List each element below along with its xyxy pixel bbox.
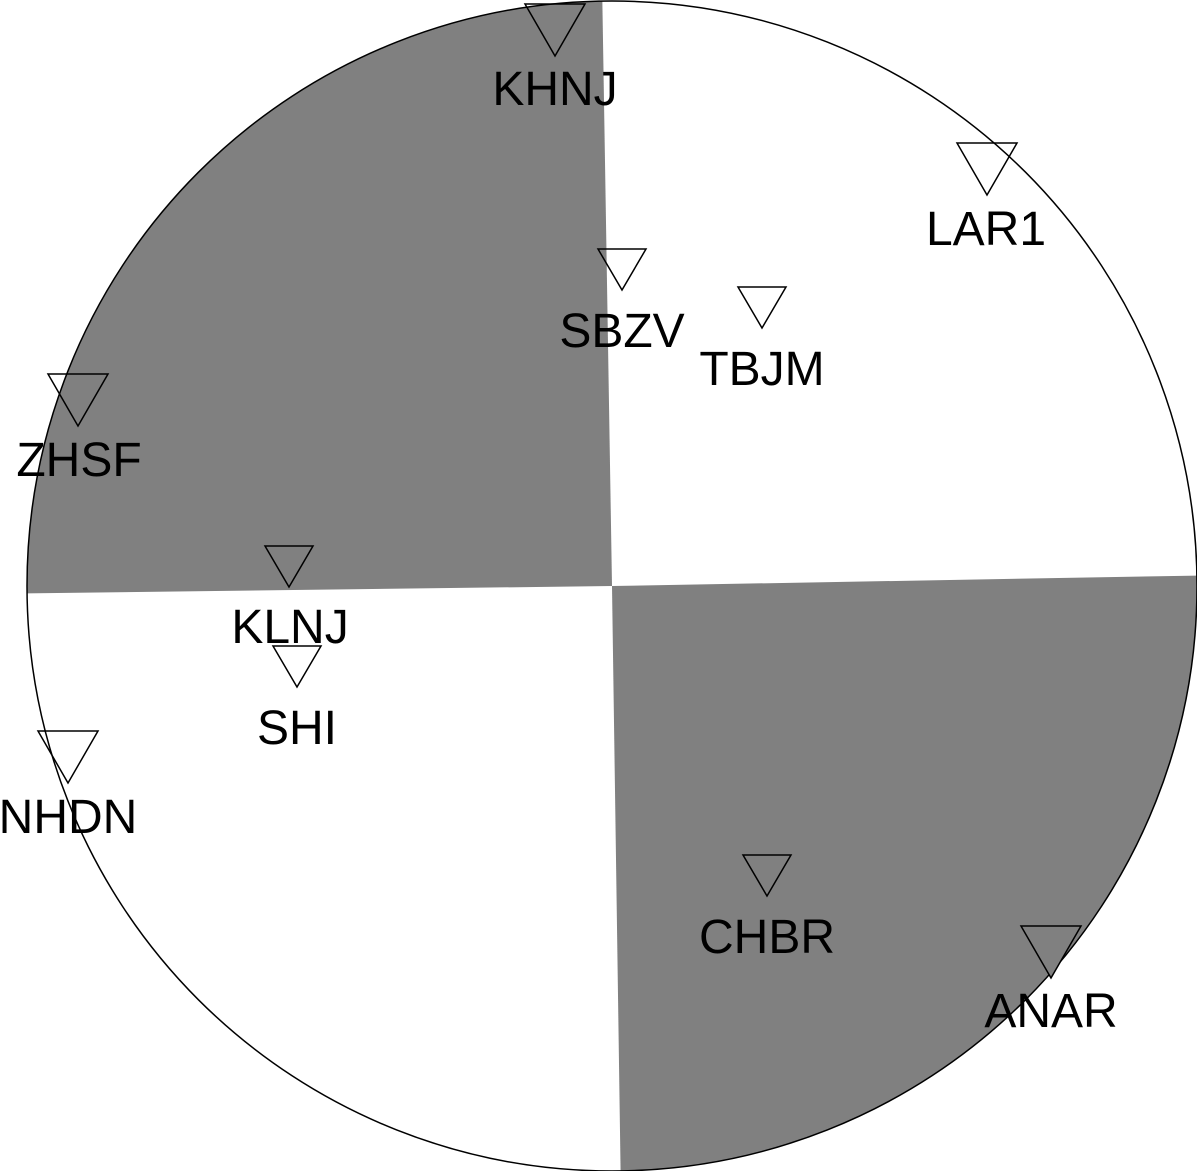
station-TBJM: TBJM xyxy=(699,286,825,396)
station-marker-icon xyxy=(36,730,100,785)
focal-sphere-outline xyxy=(26,0,1197,1171)
station-label: NHDN xyxy=(0,791,137,844)
station-KHNJ: KHNJ xyxy=(492,3,618,116)
station-marker-icon xyxy=(46,373,110,428)
station-ZHSF: ZHSF xyxy=(16,373,142,487)
station-label: LAR1 xyxy=(926,203,1046,256)
station-label: TBJM xyxy=(699,343,824,396)
station-marker-icon xyxy=(271,645,323,689)
station-label: KLNJ xyxy=(231,601,348,654)
station-label: ANAR xyxy=(984,985,1117,1038)
station-label: KHNJ xyxy=(492,63,617,116)
station-marker-icon xyxy=(596,248,648,292)
station-LAR1: LAR1 xyxy=(926,142,1046,256)
station-marker-icon xyxy=(955,142,1019,197)
station-NHDN: NHDN xyxy=(0,730,137,844)
compressional-quadrant-lower-right xyxy=(612,575,1197,1171)
station-label: ZHSF xyxy=(16,434,141,487)
station-label: SBZV xyxy=(559,305,684,358)
station-SBZV: SBZV xyxy=(559,248,685,358)
station-marker-icon xyxy=(263,545,315,589)
station-KLNJ: KLNJ xyxy=(231,545,349,654)
station-marker-icon xyxy=(736,286,788,330)
station-ANAR: ANAR xyxy=(984,925,1118,1038)
station-marker-icon xyxy=(741,854,793,898)
station-marker-icon xyxy=(1019,925,1083,980)
station-SHI: SHI xyxy=(257,645,337,755)
station-label: CHBR xyxy=(699,911,835,964)
station-label: SHI xyxy=(257,702,337,755)
station-marker-icon xyxy=(523,3,587,58)
station-CHBR: CHBR xyxy=(699,854,835,964)
